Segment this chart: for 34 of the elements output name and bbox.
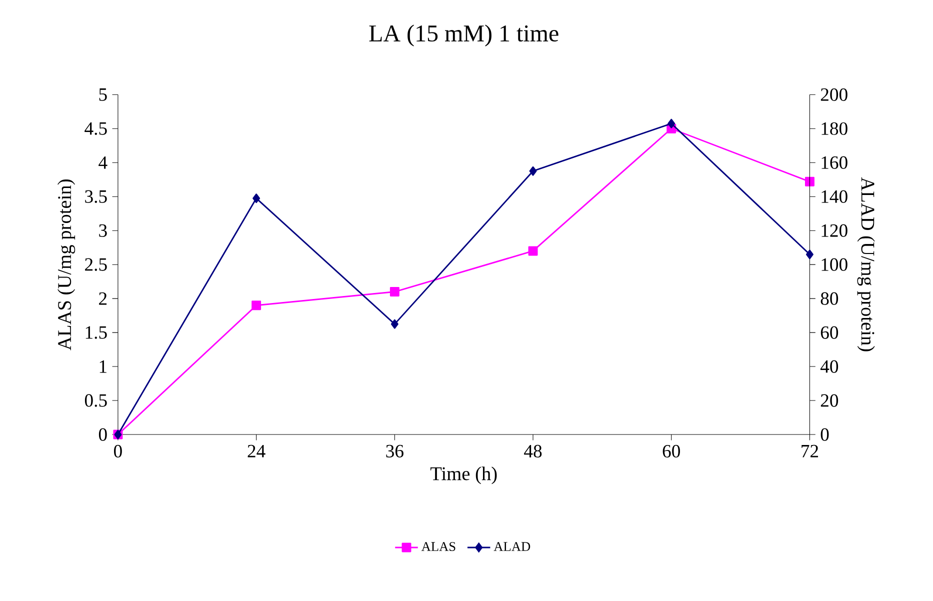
x-tick-label: 48 bbox=[524, 444, 542, 458]
y-tick-label: 0 bbox=[98, 428, 107, 441]
x-tick-label: 60 bbox=[662, 444, 680, 458]
y2-axis-title: ALAD (U/mg protein) bbox=[857, 177, 875, 352]
y-tick-label: 1.5 bbox=[86, 326, 107, 339]
y-axis-title: ALAS (U/mg protein) bbox=[57, 179, 76, 350]
y2-tick-label: 40 bbox=[820, 360, 838, 373]
x-tick-label: 72 bbox=[802, 444, 818, 458]
y-tick-label: 5 bbox=[99, 88, 107, 101]
legend-label: ALAS bbox=[421, 542, 456, 551]
y2-tick-label: 140 bbox=[822, 190, 848, 203]
x-axis-title: Time (h) bbox=[430, 466, 497, 484]
y-tick-label: 2 bbox=[99, 292, 107, 305]
y2-tick-label: 160 bbox=[822, 156, 848, 169]
x-tick-label: 24 bbox=[248, 444, 266, 458]
x-tick-label: 36 bbox=[386, 444, 404, 458]
y2-tick-label: 0 bbox=[820, 428, 829, 441]
y-tick-label: 4 bbox=[98, 156, 108, 169]
x-tick-label: 0 bbox=[114, 444, 122, 458]
y2-tick-label: 20 bbox=[820, 394, 838, 407]
y-tick-label: 3.5 bbox=[85, 190, 107, 203]
y2-tick-label: 120 bbox=[822, 224, 848, 237]
y2-tick-label: 100 bbox=[822, 258, 848, 271]
y-tick-label: 4.5 bbox=[84, 122, 107, 135]
y-tick-label: 1 bbox=[100, 360, 106, 373]
y2-tick-label: 180 bbox=[822, 122, 848, 135]
chart-title: LA (15 mM) 1 time bbox=[369, 24, 558, 46]
y-tick-label: 3 bbox=[99, 224, 107, 237]
y2-tick-label: 60 bbox=[820, 326, 838, 339]
y2-tick-label: 200 bbox=[820, 88, 848, 101]
y-tick-label: 0.5 bbox=[84, 394, 107, 407]
y-tick-label: 2.5 bbox=[85, 258, 107, 271]
legend-label: ALAD bbox=[494, 542, 530, 551]
y2-tick-label: 80 bbox=[820, 292, 838, 305]
